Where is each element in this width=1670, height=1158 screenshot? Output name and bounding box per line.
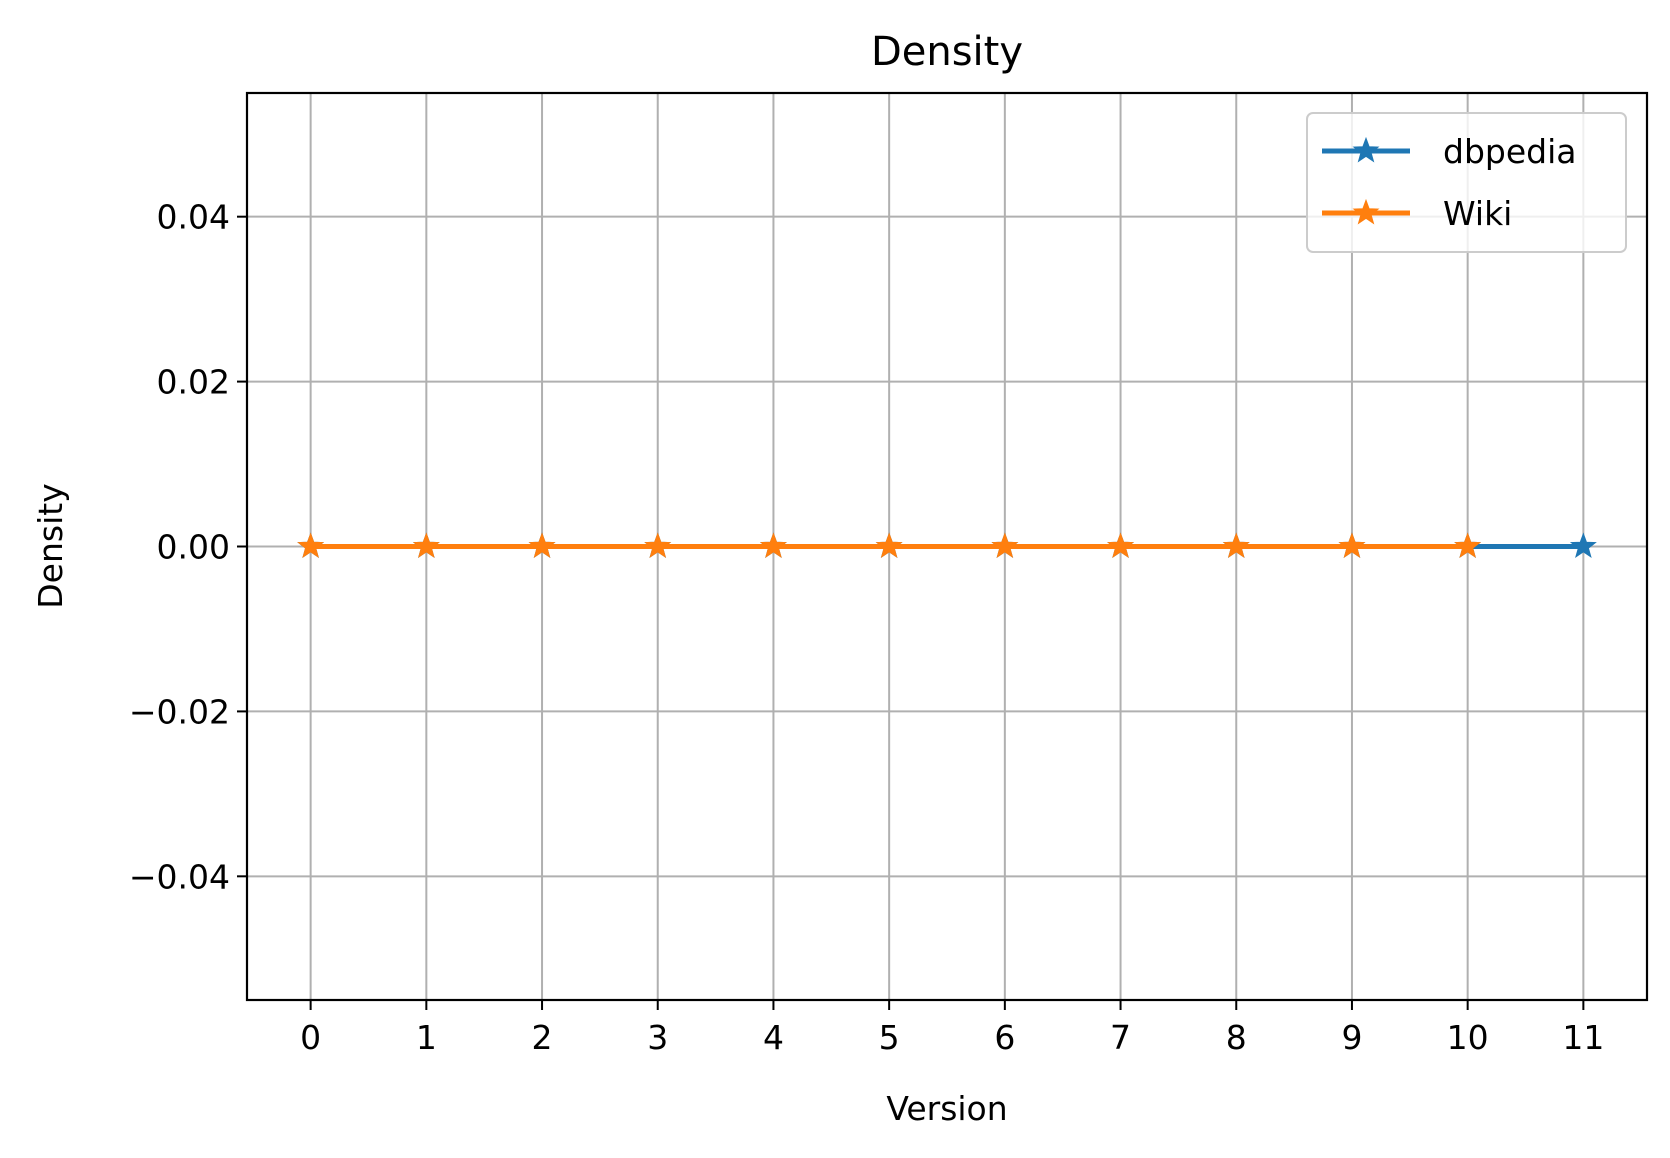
x-tick-label: 8	[1226, 1018, 1247, 1057]
axis-ticks: 0 1 2 3 4 5 6 7 8 9 10 11 −0.04 −0.02 0.00 0.02 0.04	[129, 198, 1605, 1057]
x-tick-label: 1	[416, 1018, 437, 1057]
legend-item-wiki: Wiki	[1322, 194, 1512, 233]
data-point-star	[759, 532, 787, 558]
legend-label: dbpedia	[1443, 132, 1576, 171]
y-tick-label: −0.02	[129, 692, 230, 731]
x-axis-label: Version	[886, 1089, 1007, 1128]
x-tick-label: 7	[1110, 1018, 1131, 1057]
data-point-star	[528, 532, 556, 558]
data-point-star	[1338, 532, 1366, 558]
data-point-star	[1222, 532, 1250, 558]
legend: dbpedia Wiki	[1306, 112, 1627, 253]
y-tick-label: 0.02	[157, 363, 230, 402]
series-layer	[297, 532, 1597, 558]
x-tick-label: 11	[1562, 1018, 1604, 1057]
data-point-star	[1569, 532, 1597, 558]
data-point-star	[412, 532, 440, 558]
y-axis-label: Density	[31, 483, 70, 608]
legend-box	[1306, 112, 1627, 253]
data-point-star	[875, 532, 903, 558]
x-tick-label: 0	[300, 1018, 321, 1057]
x-tick-label: 9	[1341, 1018, 1362, 1057]
x-tick-label: 6	[994, 1018, 1015, 1057]
y-tick-label: 0.04	[157, 198, 230, 237]
data-point-star	[644, 532, 672, 558]
x-tick-label: 5	[879, 1018, 900, 1057]
chart-title: Density	[871, 29, 1023, 75]
x-tick-label: 2	[532, 1018, 553, 1057]
x-tick-label: 10	[1447, 1018, 1489, 1057]
y-tick-label: −0.04	[129, 857, 230, 896]
x-tick-label: 3	[647, 1018, 668, 1057]
data-point-star	[1107, 532, 1135, 558]
legend-star-marker	[1352, 136, 1380, 163]
legend-star-marker	[1352, 198, 1380, 225]
y-tick-label: 0.00	[157, 528, 230, 567]
legend-label: Wiki	[1443, 194, 1512, 233]
x-tick-label: 4	[763, 1018, 784, 1057]
series-wiki	[297, 532, 1482, 558]
data-point-star	[1454, 532, 1482, 558]
data-point-star	[991, 532, 1019, 558]
data-point-star	[297, 532, 325, 558]
legend-item-dbpedia: dbpedia	[1322, 132, 1576, 171]
